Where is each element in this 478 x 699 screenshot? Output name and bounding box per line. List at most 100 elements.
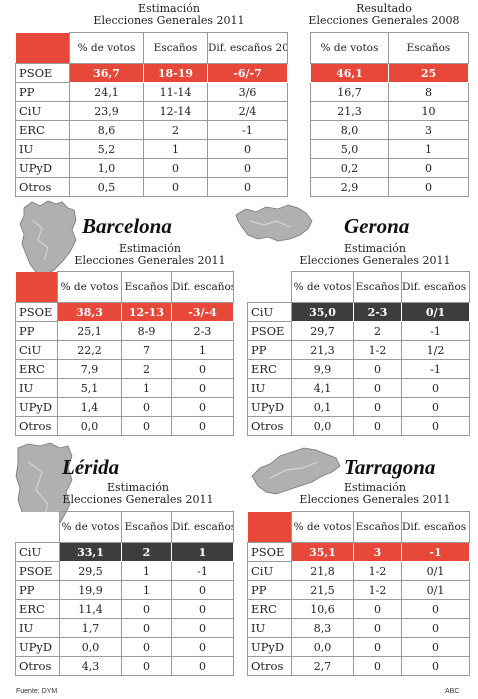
votes-cell: 36,7	[69, 63, 144, 83]
header-blank	[15, 32, 70, 64]
tarragona-map-icon	[251, 447, 341, 495]
table-row: ERC 10,6 0 0	[247, 599, 470, 619]
header-votes: % de votos	[310, 32, 389, 64]
seats-cell: 0	[353, 637, 402, 657]
header-seats: Escaños	[143, 32, 208, 64]
seats-cell: 12-14	[143, 101, 208, 121]
diff-cell: -1	[171, 561, 234, 581]
diff-cell: 0	[207, 139, 288, 159]
diff-cell: 0	[171, 580, 234, 600]
table-row: CiU 21,8 1-2 0/1	[247, 561, 470, 581]
party-cell: ERC	[15, 359, 58, 379]
diff-cell: 0	[171, 378, 234, 398]
header-seats: Escaños	[121, 271, 172, 303]
seats-cell: 10	[388, 101, 469, 121]
votes-cell: 19,9	[59, 580, 122, 600]
table-row: 16,7 8	[310, 82, 469, 102]
cataluna-est-header: Estimación Elecciones Generales 2011	[93, 2, 245, 27]
diff-cell: -1	[401, 542, 470, 562]
seats-cell: 25	[388, 63, 469, 83]
votes-cell: 0,0	[57, 416, 122, 436]
diff-cell: 0	[401, 397, 470, 417]
table-row: UPyD 1,4 0 0	[15, 397, 234, 417]
seats-cell: 0	[121, 416, 172, 436]
table-row: PP 24,1 11-14 3/6	[15, 82, 288, 102]
table-row: IU 4,1 0 0	[247, 378, 470, 398]
diff-cell: 1	[171, 340, 234, 360]
votes-cell: 21,5	[291, 580, 354, 600]
seats-cell: 0	[353, 618, 402, 638]
seats-cell: 2	[143, 120, 208, 140]
header-seats: Escaños	[121, 511, 172, 543]
table-row: PSOE 29,5 1 -1	[15, 561, 234, 581]
party-cell: PSOE	[15, 63, 70, 83]
party-cell: PSOE	[247, 542, 292, 562]
votes-cell: 21,3	[310, 101, 389, 121]
table-row: CiU 33,1 2 1	[15, 542, 234, 562]
seats-cell: 0	[388, 177, 469, 197]
table-row: PP 21,5 1-2 0/1	[247, 580, 470, 600]
party-cell: PP	[247, 340, 292, 360]
diff-cell: 0	[401, 378, 470, 398]
party-cell: ERC	[247, 359, 292, 379]
seats-cell: 0	[121, 397, 172, 417]
votes-cell: 0,0	[291, 416, 354, 436]
party-cell: UPyD	[247, 397, 292, 417]
votes-cell: 21,3	[291, 340, 354, 360]
votes-cell: 0,0	[59, 637, 122, 657]
votes-cell: 0,0	[291, 637, 354, 657]
seats-cell: 0	[143, 158, 208, 178]
header-diff: Dif. escaños 2011-2008	[401, 511, 470, 543]
party-cell: IU	[15, 378, 58, 398]
table-row: Otros 0,5 0 0	[15, 177, 288, 197]
votes-cell: 29,5	[59, 561, 122, 581]
party-cell: PP	[247, 580, 292, 600]
header-blank	[247, 271, 292, 303]
party-cell: CiU	[247, 561, 292, 581]
seats-cell: 0	[353, 378, 402, 398]
table-row: IU 1,7 0 0	[15, 618, 234, 638]
votes-cell: 0,2	[310, 158, 389, 178]
seats-cell: 2	[121, 359, 172, 379]
party-cell: PP	[15, 580, 60, 600]
gerona-title: Gerona	[344, 214, 410, 238]
seats-cell: 8-9	[121, 321, 172, 341]
table-row: PP 21,3 1-2 1/2	[247, 340, 470, 360]
votes-cell: 29,7	[291, 321, 354, 341]
diff-cell: -1	[401, 321, 470, 341]
table-row: 8,0 3	[310, 120, 469, 140]
table-row: UPyD 0,1 0 0	[247, 397, 470, 417]
lerida-header: Estimación Elecciones Generales 2011	[62, 481, 214, 506]
table-row: 2,9 0	[310, 177, 469, 197]
party-cell: UPyD	[15, 158, 70, 178]
barcelona-map-icon	[19, 200, 77, 277]
votes-cell: 4,1	[291, 378, 354, 398]
header-diff: Dif. escaños 2011-2008	[401, 271, 470, 303]
votes-cell: 0,5	[69, 177, 144, 197]
votes-cell: 8,6	[69, 120, 144, 140]
diff-cell: 0	[171, 397, 234, 417]
party-cell: PP	[15, 82, 70, 102]
seats-cell: 1	[121, 580, 172, 600]
diff-cell: 0/1	[401, 580, 470, 600]
header-votes: % de votos	[57, 271, 122, 303]
party-cell: PSOE	[247, 321, 292, 341]
votes-cell: 35,1	[291, 542, 354, 562]
table-row: PSOE 36,7 18-19 -6/-7	[15, 63, 288, 83]
tarragona-title: Tarragona	[344, 455, 436, 479]
diff-cell: 2/4	[207, 101, 288, 121]
table-row: PSOE 38,3 12-13 -3/-4	[15, 302, 234, 322]
party-cell: IU	[15, 618, 60, 638]
seats-cell: 11-14	[143, 82, 208, 102]
votes-cell: 5,0	[310, 139, 389, 159]
diff-cell: 0	[401, 416, 470, 436]
party-cell: PP	[15, 321, 58, 341]
votes-cell: 5,2	[69, 139, 144, 159]
seats-cell: 1-2	[353, 561, 402, 581]
header-blank	[15, 511, 60, 543]
party-cell: CiU	[15, 340, 58, 360]
barcelona-header: Estimación Elecciones Generales 2011	[74, 242, 226, 267]
